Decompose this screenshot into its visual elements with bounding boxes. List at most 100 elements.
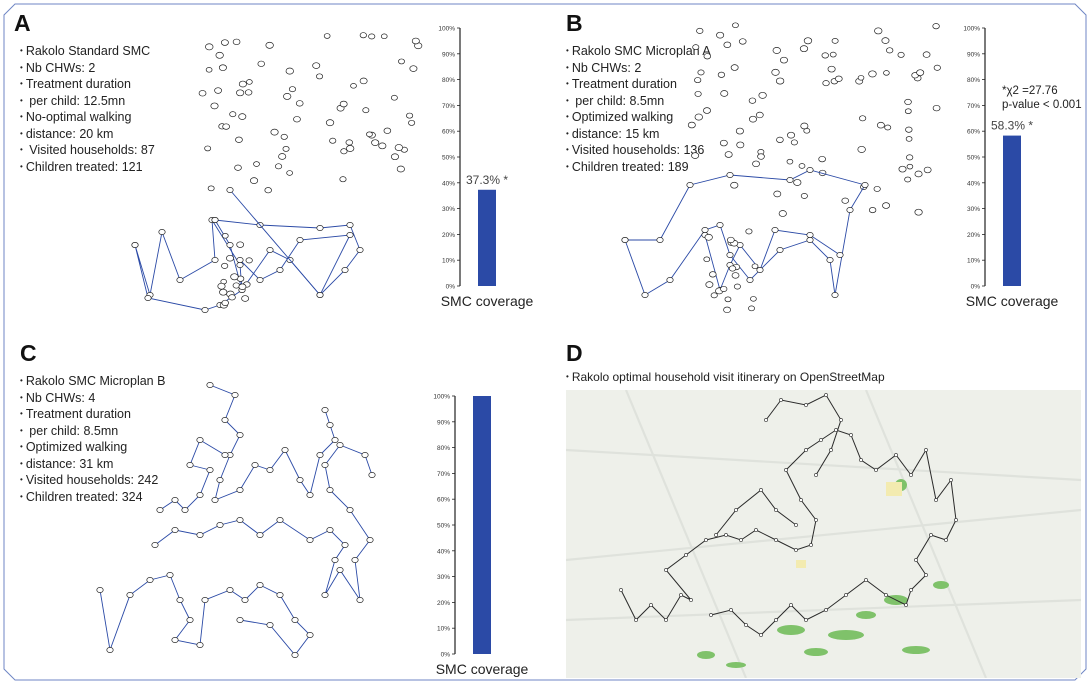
household-marker xyxy=(321,592,329,598)
household-marker xyxy=(666,277,674,283)
household-marker xyxy=(207,185,215,192)
y-tick-label: 40% xyxy=(442,180,455,187)
household-marker xyxy=(806,237,814,243)
household-marker xyxy=(687,121,696,129)
household-marker xyxy=(244,89,253,96)
household-marker xyxy=(726,172,734,178)
household-marker xyxy=(219,288,228,296)
household-marker xyxy=(728,265,737,272)
y-tick-label: 0% xyxy=(446,284,456,291)
panel-b-info-line: Optimized walking xyxy=(566,109,711,126)
y-tick-label: 10% xyxy=(442,258,455,265)
panel-a-info-line: Children treated: 121 xyxy=(20,159,155,176)
household-marker xyxy=(726,252,734,258)
y-tick-label: 100% xyxy=(438,26,455,33)
household-marker xyxy=(774,538,778,542)
household-marker xyxy=(306,492,314,498)
household-marker xyxy=(276,592,284,598)
household-marker xyxy=(256,532,264,538)
road-line xyxy=(566,508,1081,562)
household-marker xyxy=(824,608,828,612)
household-marker xyxy=(411,37,420,45)
household-marker xyxy=(196,437,204,443)
household-marker xyxy=(874,27,883,35)
household-marker xyxy=(276,517,284,523)
route-line xyxy=(229,189,351,296)
household-marker xyxy=(196,492,204,498)
household-marker xyxy=(710,292,718,299)
household-marker xyxy=(719,139,728,147)
household-marker xyxy=(689,598,693,602)
panel-c-info-line: per child: 8.5mn xyxy=(20,423,165,440)
household-marker xyxy=(798,163,806,169)
panel-c-info: Rakolo SMC Microplan B Nb CHWs: 4 Treatm… xyxy=(20,373,166,506)
household-marker xyxy=(131,242,139,248)
household-marker xyxy=(296,477,304,483)
panel-b-info-line: Visited households: 136 xyxy=(566,142,711,159)
household-marker xyxy=(775,77,785,85)
household-marker xyxy=(733,283,741,290)
household-marker xyxy=(804,403,808,407)
y-tick-label: 100% xyxy=(433,394,450,401)
household-marker xyxy=(356,597,364,603)
household-marker xyxy=(176,277,184,283)
y-tick-label: 40% xyxy=(437,548,450,555)
panel-c-household-map xyxy=(96,382,376,658)
panel-c-info-line: Treatment duration xyxy=(20,406,165,423)
household-marker xyxy=(774,508,778,512)
panel-c-info-line: Visited households: 242 xyxy=(20,472,165,489)
household-marker xyxy=(201,307,209,313)
household-marker xyxy=(883,70,890,76)
panel-a-household-map xyxy=(131,32,423,313)
household-marker xyxy=(171,527,179,533)
household-marker xyxy=(211,257,219,263)
household-marker xyxy=(204,145,212,152)
household-marker xyxy=(714,533,718,537)
household-marker xyxy=(664,618,668,622)
household-marker xyxy=(905,126,913,133)
household-marker xyxy=(346,507,354,513)
panel-b-info-line: distance: 15 km xyxy=(566,126,711,143)
panel-a-info-line: Visited households: 87 xyxy=(20,142,155,159)
household-marker xyxy=(205,43,214,51)
household-marker xyxy=(326,422,334,428)
panel-c-info-line: Children treated: 324 xyxy=(20,489,165,506)
household-marker xyxy=(904,176,912,183)
household-marker xyxy=(306,632,314,638)
household-marker xyxy=(234,164,242,171)
road-line xyxy=(864,390,988,678)
y-tick-label: 30% xyxy=(967,206,980,213)
y-tick-label: 30% xyxy=(437,574,450,581)
y-tick-label: 60% xyxy=(967,129,980,136)
household-marker xyxy=(705,281,714,288)
household-marker xyxy=(723,41,732,48)
household-marker xyxy=(340,148,348,155)
household-marker xyxy=(868,70,877,78)
household-marker xyxy=(790,139,798,146)
household-marker xyxy=(226,242,234,248)
figure-frame xyxy=(3,3,1087,681)
household-marker xyxy=(786,158,794,165)
route-line xyxy=(99,574,311,656)
y-tick-label: 90% xyxy=(442,51,455,58)
household-marker xyxy=(181,507,189,513)
household-marker xyxy=(709,271,717,278)
household-marker xyxy=(359,77,368,85)
household-marker xyxy=(171,497,179,503)
household-marker xyxy=(949,478,953,482)
household-marker xyxy=(884,124,892,131)
household-marker xyxy=(716,31,725,39)
household-marker xyxy=(316,452,324,458)
panel-a-info-line: Treatment duration xyxy=(20,76,155,93)
household-marker xyxy=(831,292,839,298)
household-marker xyxy=(694,77,702,84)
green-area xyxy=(726,662,746,668)
household-marker xyxy=(732,22,739,29)
household-marker xyxy=(236,617,244,623)
household-marker xyxy=(346,232,354,238)
household-marker xyxy=(390,153,399,161)
household-marker xyxy=(752,160,760,168)
household-marker xyxy=(759,488,763,492)
x-axis-label: SMC coverage xyxy=(441,293,534,309)
household-marker xyxy=(281,447,289,453)
